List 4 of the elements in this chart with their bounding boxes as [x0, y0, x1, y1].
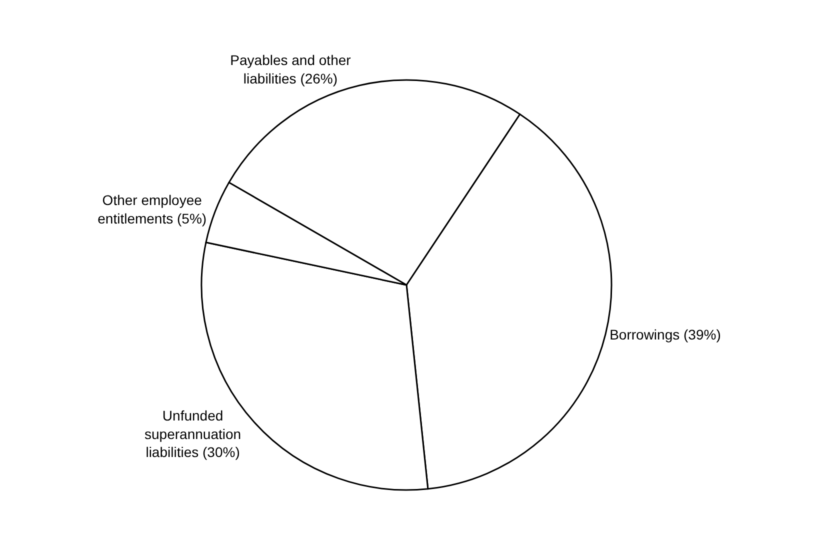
slice-label: Payables and other liabilities (26%) — [230, 52, 352, 86]
slice-label: Borrowings (39%) — [610, 326, 721, 342]
slice-label: Unfunded superannuation liabilities (30%) — [144, 408, 242, 460]
slice-label: Other employee entitlements (5%) — [98, 192, 207, 226]
